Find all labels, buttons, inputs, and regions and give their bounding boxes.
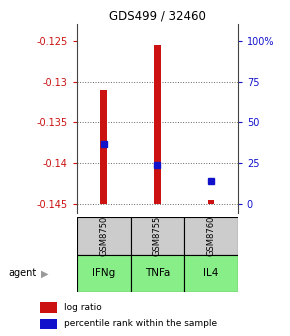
Text: IL4: IL4 [203,268,219,279]
Text: agent: agent [9,268,37,279]
Bar [40,302,57,313]
Text: GSM8760: GSM8760 [206,215,215,256]
Bar [77,255,130,292]
Bar [184,255,238,292]
Text: log ratio: log ratio [64,303,102,312]
Title: GDS499 / 32460: GDS499 / 32460 [109,9,206,23]
Bar [40,319,57,329]
Bar [130,255,184,292]
Text: GSM8755: GSM8755 [153,215,162,256]
Bar [130,217,184,255]
Bar [100,90,107,204]
Text: GSM8750: GSM8750 [99,215,108,256]
Text: ▶: ▶ [41,268,49,279]
Bar [154,45,161,204]
Text: IFNg: IFNg [92,268,115,279]
Bar [77,217,130,255]
Text: TNFa: TNFa [145,268,170,279]
Bar [208,200,214,204]
Bar [184,217,238,255]
Text: percentile rank within the sample: percentile rank within the sample [64,320,218,328]
